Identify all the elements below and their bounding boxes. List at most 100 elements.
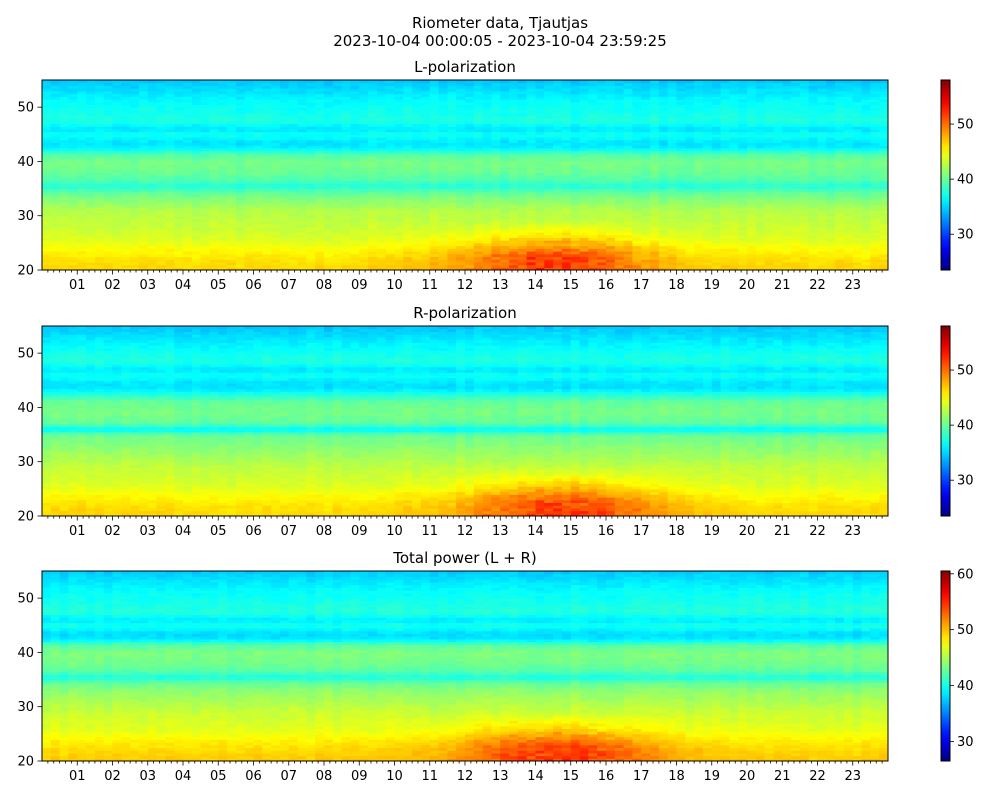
total-power-colorbar-tick-label: 40 <box>957 679 974 694</box>
r-polarization-x-tick-label: 04 <box>175 524 192 539</box>
l-polarization-x-tick-label: 16 <box>598 278 615 293</box>
l-polarization-x-tick-label: 19 <box>703 278 720 293</box>
r-polarization-x-tick-label: 11 <box>421 524 438 539</box>
r-polarization-x-tick-label: 06 <box>245 524 262 539</box>
total-power-x-tick-label: 13 <box>492 769 509 784</box>
figure-title-line1: Riometer data, Tjautjas <box>412 14 588 32</box>
total-power-x-tick-label: 02 <box>104 769 121 784</box>
l-polarization-y-tick-label: 20 <box>17 264 34 279</box>
total-power-x-tick-label: 01 <box>69 769 86 784</box>
panel-r-polarization: R-polarization 01 02 03 04 05 06 07 08 09 10 11 12 13… <box>17 304 973 539</box>
l-polarization-x-tick-label: 13 <box>492 278 509 293</box>
total-power-x-tick-label: 04 <box>175 769 192 784</box>
total-power-x-tick-label: 05 <box>210 769 227 784</box>
total-power-x-tick-label: 12 <box>457 769 474 784</box>
total-power-x-tick-label: 21 <box>774 769 791 784</box>
total-power-heatmap <box>42 571 888 761</box>
total-power-x-tick-label: 06 <box>245 769 262 784</box>
r-polarization-x-tick-label: 13 <box>492 524 509 539</box>
total-power-x-tick-label: 03 <box>139 769 156 784</box>
l-polarization-x-tick-label: 12 <box>457 278 474 293</box>
r-polarization-x-tick-label: 15 <box>562 524 579 539</box>
l-polarization-colorbar <box>940 79 951 271</box>
r-polarization-x-tick-label: 19 <box>703 524 720 539</box>
r-polarization-x-tick-label: 20 <box>739 524 756 539</box>
l-polarization-colorbar-tick-label: 40 <box>957 173 974 188</box>
l-polarization-x-tick-label: 18 <box>668 278 685 293</box>
l-polarization-x-tick-label: 09 <box>351 278 368 293</box>
total-power-y-tick-label: 20 <box>17 755 34 770</box>
l-polarization-title: L-polarization <box>414 58 516 76</box>
r-polarization-x-tick-label: 21 <box>774 524 791 539</box>
total-power-colorbar <box>940 570 951 762</box>
total-power-x-tick-label: 16 <box>598 769 615 784</box>
total-power-x-tick-label: 17 <box>633 769 650 784</box>
panel-total-power: Total power (L + R) 01 02 03 04 05 06 07 08 09 10 1… <box>17 549 973 784</box>
l-polarization-x-tick-label: 07 <box>280 278 297 293</box>
l-polarization-heatmap <box>42 80 888 270</box>
r-polarization-x-tick-label: 03 <box>139 524 156 539</box>
l-polarization-x-tick-label: 15 <box>562 278 579 293</box>
r-polarization-y-tick-label: 20 <box>17 510 34 525</box>
r-polarization-title: R-polarization <box>413 304 516 322</box>
r-polarization-heatmap <box>42 326 888 516</box>
total-power-x-tick-label: 18 <box>668 769 685 784</box>
r-polarization-x-tick-label: 07 <box>280 524 297 539</box>
total-power-title: Total power (L + R) <box>392 549 537 567</box>
l-polarization-x-tick-label: 21 <box>774 278 791 293</box>
r-polarization-x-tick-label: 18 <box>668 524 685 539</box>
l-polarization-y-tick-label: 40 <box>17 155 34 170</box>
total-power-colorbar-tick-label: 30 <box>957 735 974 750</box>
r-polarization-colorbar-tick-label: 30 <box>957 474 974 489</box>
total-power-x-tick-label: 23 <box>844 769 861 784</box>
total-power-x-tick-label: 20 <box>739 769 756 784</box>
total-power-x-tick-label: 15 <box>562 769 579 784</box>
l-polarization-colorbar-tick-label: 50 <box>957 118 974 133</box>
l-polarization-y-tick-label: 30 <box>17 209 34 224</box>
total-power-colorbar-tick-label: 60 <box>957 567 974 582</box>
r-polarization-colorbar-tick-label: 50 <box>957 364 974 379</box>
total-power-x-tick-label: 19 <box>703 769 720 784</box>
r-polarization-x-tick-label: 01 <box>69 524 86 539</box>
r-polarization-x-tick-label: 08 <box>316 524 333 539</box>
total-power-x-tick-label: 08 <box>316 769 333 784</box>
total-power-x-tick-label: 07 <box>280 769 297 784</box>
l-polarization-x-tick-label: 08 <box>316 278 333 293</box>
total-power-y-tick-label: 50 <box>17 592 34 607</box>
l-polarization-x-tick-label: 11 <box>421 278 438 293</box>
r-polarization-colorbar-tick-label: 40 <box>957 419 974 434</box>
r-polarization-y-tick-label: 40 <box>17 401 34 416</box>
panel-l-polarization: L-polarization 01 02 03 04 05 06 07 08 09 10 11 12 13… <box>17 58 973 293</box>
r-polarization-x-tick-label: 17 <box>633 524 650 539</box>
l-polarization-x-tick-label: 17 <box>633 278 650 293</box>
r-polarization-colorbar <box>940 325 951 517</box>
l-polarization-x-tick-label: 22 <box>809 278 826 293</box>
l-polarization-colorbar-tick-label: 30 <box>957 228 974 243</box>
r-polarization-x-tick-label: 05 <box>210 524 227 539</box>
total-power-y-tick-label: 30 <box>17 700 34 715</box>
l-polarization-x-tick-label: 06 <box>245 278 262 293</box>
l-polarization-x-tick-label: 23 <box>844 278 861 293</box>
l-polarization-y-tick-label: 50 <box>17 101 34 116</box>
r-polarization-x-tick-label: 14 <box>527 524 544 539</box>
l-polarization-x-tick-label: 05 <box>210 278 227 293</box>
total-power-colorbar-tick-label: 50 <box>957 623 974 638</box>
l-polarization-x-tick-label: 02 <box>104 278 121 293</box>
l-polarization-x-tick-label: 20 <box>739 278 756 293</box>
total-power-x-tick-label: 09 <box>351 769 368 784</box>
l-polarization-x-tick-label: 04 <box>175 278 192 293</box>
l-polarization-x-tick-label: 10 <box>386 278 403 293</box>
total-power-x-tick-label: 14 <box>527 769 544 784</box>
l-polarization-x-tick-label: 14 <box>527 278 544 293</box>
r-polarization-x-tick-label: 23 <box>844 524 861 539</box>
r-polarization-y-tick-label: 50 <box>17 347 34 362</box>
total-power-x-tick-label: 11 <box>421 769 438 784</box>
r-polarization-x-tick-label: 12 <box>457 524 474 539</box>
l-polarization-x-tick-label: 03 <box>139 278 156 293</box>
total-power-x-tick-label: 22 <box>809 769 826 784</box>
r-polarization-x-tick-label: 09 <box>351 524 368 539</box>
l-polarization-x-tick-label: 01 <box>69 278 86 293</box>
r-polarization-y-tick-label: 30 <box>17 455 34 470</box>
total-power-x-tick-label: 10 <box>386 769 403 784</box>
